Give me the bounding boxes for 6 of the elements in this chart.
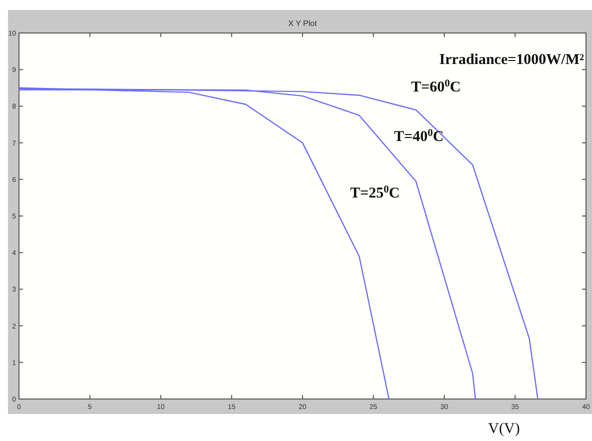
annotation: Irradiance=1000W/M² [439, 52, 584, 68]
x-axis-title: V(V) [488, 421, 520, 437]
annotation: T=25$^{0}$C [350, 184, 400, 202]
chart-title: X Y Plot [288, 19, 318, 28]
annotation: T=40$^{0}$C [394, 127, 444, 145]
annotation: T=60$^{0}$C [411, 78, 461, 96]
